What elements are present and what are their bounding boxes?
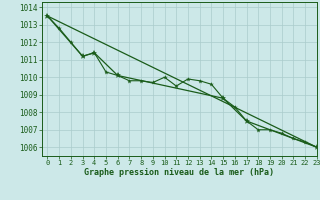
- X-axis label: Graphe pression niveau de la mer (hPa): Graphe pression niveau de la mer (hPa): [84, 168, 274, 177]
